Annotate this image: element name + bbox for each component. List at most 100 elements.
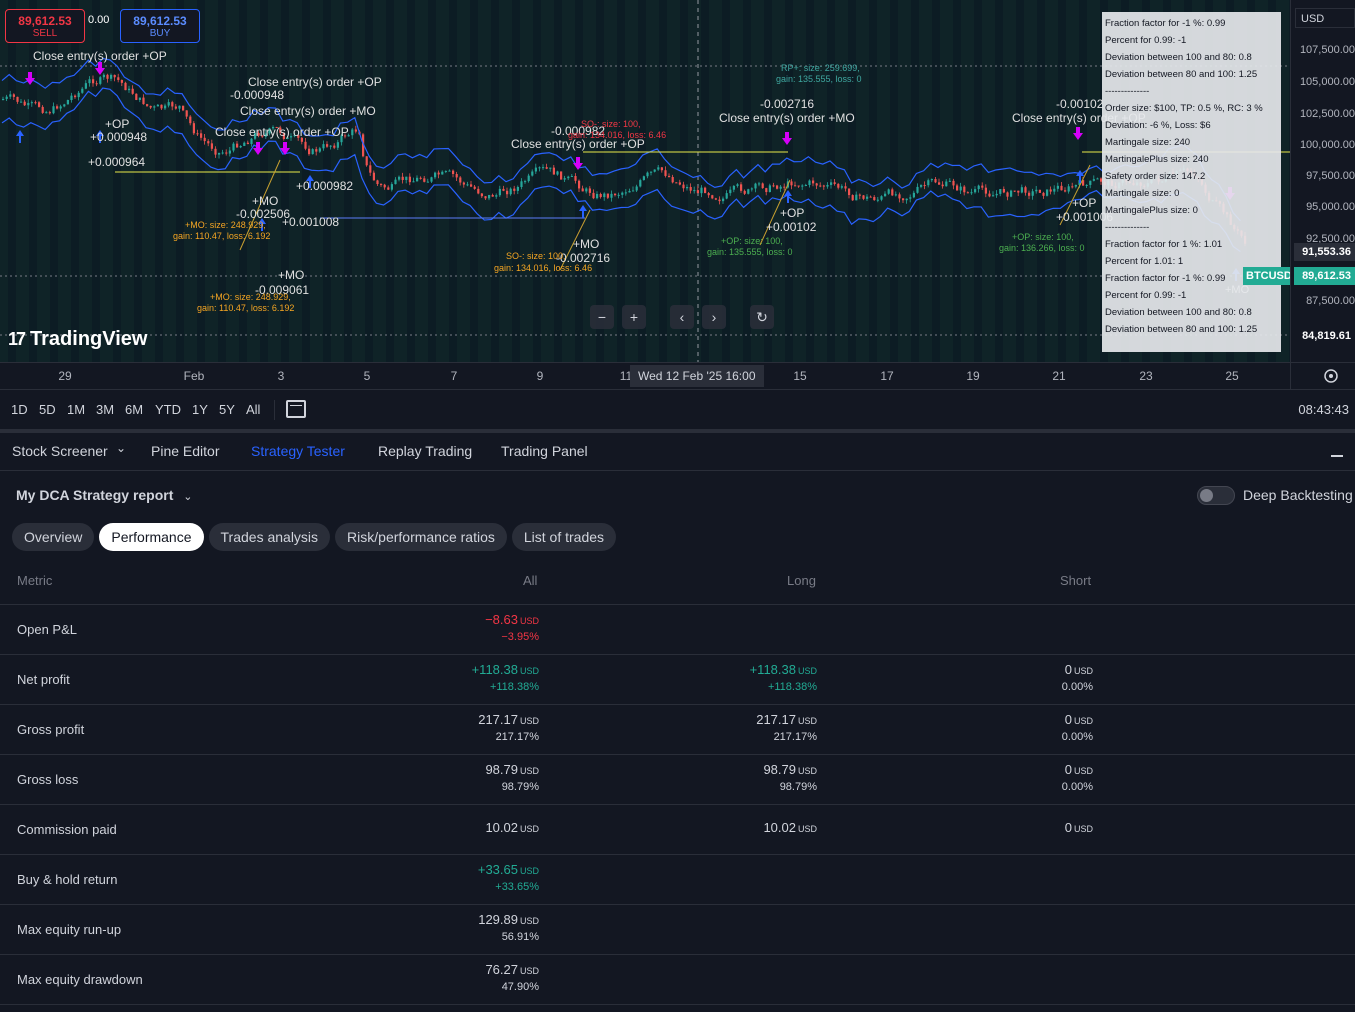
range-button-5y[interactable]: 5Y bbox=[219, 402, 235, 417]
time-axis-label: 7 bbox=[450, 369, 458, 383]
chevron-down-icon[interactable]: ⌄ bbox=[116, 441, 127, 455]
tab-strategy-tester[interactable]: Strategy Tester bbox=[251, 443, 345, 459]
range-button-ytd[interactable]: YTD bbox=[155, 402, 181, 417]
sell-price: 89,612.53 bbox=[18, 14, 72, 28]
range-button-all[interactable]: All bbox=[246, 402, 261, 417]
range-button-6m[interactable]: 6M bbox=[125, 402, 144, 417]
value-unit: USD bbox=[519, 866, 539, 876]
trade-annotation: Close entry(s) order +OP bbox=[33, 49, 167, 63]
time-axis-label: 19 bbox=[966, 369, 980, 383]
value-unit: USD bbox=[797, 666, 817, 676]
range-divider bbox=[274, 400, 275, 420]
table-row: Net profit +118.38 USD +118.38% +118.38 USD +1… bbox=[0, 655, 1355, 705]
tab-replay-trading[interactable]: Replay Trading bbox=[378, 443, 473, 459]
trade-annotation: +MO: size: 248.929, bbox=[210, 292, 291, 302]
trade-annotation: -0.002716 bbox=[556, 251, 610, 265]
cell-value: 217.17 USD bbox=[478, 712, 539, 729]
buy-arrow-icon bbox=[1076, 170, 1084, 183]
report-tab-trades-analysis[interactable]: Trades analysis bbox=[208, 523, 331, 551]
strategy-title-text: My DCA Strategy report bbox=[16, 487, 174, 503]
minimize-panel-icon[interactable] bbox=[1331, 455, 1343, 457]
report-tab-overview[interactable]: Overview bbox=[12, 523, 95, 551]
cell-value: 98.79 USD bbox=[763, 762, 817, 779]
value-unit: USD bbox=[1073, 824, 1093, 834]
cell-percent: −3.95% bbox=[501, 631, 539, 643]
report-tab-performance[interactable]: Performance bbox=[99, 523, 204, 551]
deep-backtesting-toggle[interactable] bbox=[1197, 486, 1235, 505]
panel-resize-handle[interactable] bbox=[0, 429, 1355, 433]
cell-short: 0 USD 0.00% bbox=[1062, 755, 1093, 795]
buy-arrow-icon bbox=[579, 205, 587, 218]
trade-annotation: gain: 134.016, loss: 6.46 bbox=[494, 263, 592, 273]
time-axis[interactable]: 29 Feb 3 5 7 9 11 15 17 19 21 23 25 Wed 12 Feb '25 16… bbox=[0, 362, 1290, 389]
info-line: Fraction factor for 1 %: 1.01 bbox=[1105, 239, 1223, 250]
value-unit: USD bbox=[797, 766, 817, 776]
price-axis-label: 102,500.00 bbox=[1299, 108, 1355, 120]
cell-all: 129.89 USD 56.91% bbox=[478, 905, 539, 945]
range-button-3m[interactable]: 3M bbox=[96, 402, 115, 417]
info-line: Deviation between 80 and 100: 1.25 bbox=[1105, 69, 1258, 80]
range-button-1d[interactable]: 1D bbox=[11, 402, 28, 417]
price-axis[interactable]: 107,500.00 105,000.00 102,500.00 100,000.00… bbox=[1290, 0, 1355, 362]
metric-name: Buy & hold return bbox=[17, 872, 118, 887]
calendar-icon[interactable] bbox=[286, 400, 306, 418]
tab-pine-editor[interactable]: Pine Editor bbox=[151, 443, 220, 459]
zoom-in-button[interactable]: + bbox=[622, 305, 646, 329]
trade-annotation: +MO bbox=[252, 194, 278, 208]
tab-trading-panel[interactable]: Trading Panel bbox=[501, 443, 588, 459]
time-axis-label: 23 bbox=[1139, 369, 1153, 383]
range-button-5d[interactable]: 5D bbox=[39, 402, 56, 417]
info-line: Martingale size: 240 bbox=[1105, 137, 1191, 148]
cell-value: −8.63 USD bbox=[485, 612, 539, 629]
header-metric: Metric bbox=[17, 573, 53, 588]
report-tab-risk-performance-ratios[interactable]: Risk/performance ratios bbox=[335, 523, 507, 551]
cell-short: 0 USD 0.00% bbox=[1062, 655, 1093, 695]
order-line bbox=[559, 209, 591, 271]
info-line: Fraction factor for -1 %: 0.99 bbox=[1105, 273, 1226, 284]
zoom-out-button[interactable]: − bbox=[590, 305, 614, 329]
cell-percent: 0.00% bbox=[1061, 681, 1093, 693]
price-axis-label: 100,000.00 bbox=[1299, 139, 1355, 151]
currency-selector[interactable]: USD bbox=[1295, 8, 1355, 28]
chart-settings-button[interactable] bbox=[1290, 362, 1355, 389]
price-axis-label: 97,500.00 bbox=[1306, 170, 1355, 182]
sell-button[interactable]: 89,612.53 SELL bbox=[5, 9, 85, 43]
report-tab-list-of-trades[interactable]: List of trades bbox=[511, 523, 617, 551]
strategy-report-title[interactable]: My DCA Strategy report ⌄ bbox=[16, 487, 193, 503]
tradingview-logo[interactable]: 17 TradingView bbox=[8, 328, 147, 351]
price-chart[interactable]: Close entry(s) order +OP Close entry(s) o… bbox=[0, 0, 1290, 362]
cell-all: 98.79 USD 98.79% bbox=[485, 755, 539, 795]
time-axis-label: 15 bbox=[793, 369, 807, 383]
cell-percent: 56.91% bbox=[501, 931, 539, 943]
value-unit: USD bbox=[519, 766, 539, 776]
trade-annotation: gain: 135.555, loss: 0 bbox=[707, 247, 793, 257]
trade-annotation: SO-: size: 100, bbox=[506, 251, 566, 261]
tradingview-logo-icon: 17 bbox=[8, 329, 26, 349]
trade-annotation: SO-: size: 100, bbox=[581, 119, 641, 129]
tab-stock-screener[interactable]: Stock Screener bbox=[12, 443, 108, 459]
metric-name: Max equity drawdown bbox=[17, 972, 143, 987]
range-button-1y[interactable]: 1Y bbox=[192, 402, 208, 417]
cell-long: +118.38 USD +118.38% bbox=[750, 655, 817, 695]
table-row: Gross profit 217.17 USD 217.17% 217.17 USD 217… bbox=[0, 705, 1355, 755]
buy-button[interactable]: 89,612.53 BUY bbox=[120, 9, 200, 43]
scroll-left-button[interactable]: ‹ bbox=[670, 305, 694, 329]
sell-arrow-icon bbox=[280, 142, 290, 155]
metric-name: Gross profit bbox=[17, 722, 85, 737]
reset-chart-button[interactable]: ↻ bbox=[750, 305, 774, 329]
trade-annotation: Close entry(s) order +MO bbox=[240, 104, 376, 118]
trade-annotation: +OP: size: 100, bbox=[1012, 232, 1074, 242]
trade-annotation: -0.000948 bbox=[230, 88, 284, 102]
cell-short: 0 USD 0.00% bbox=[1062, 705, 1093, 745]
buy-arrow-icon bbox=[306, 175, 314, 188]
strategy-info-panel: Fraction factor for -1 %: 0.99 Percent fo… bbox=[1102, 12, 1281, 352]
metric-name: Net profit bbox=[17, 672, 70, 687]
cell-short: 0 USD bbox=[1065, 805, 1093, 837]
cell-all: +118.38 USD +118.38% bbox=[472, 655, 539, 695]
value-number: 217.17 bbox=[478, 712, 518, 727]
time-axis-label: 29 bbox=[58, 369, 72, 383]
scroll-right-button[interactable]: › bbox=[702, 305, 726, 329]
range-button-1m[interactable]: 1M bbox=[67, 402, 86, 417]
trade-annotation: gain: 110.47, loss: 6.192 bbox=[197, 303, 294, 313]
deep-backtesting-label: Deep Backtesting bbox=[1243, 487, 1353, 503]
